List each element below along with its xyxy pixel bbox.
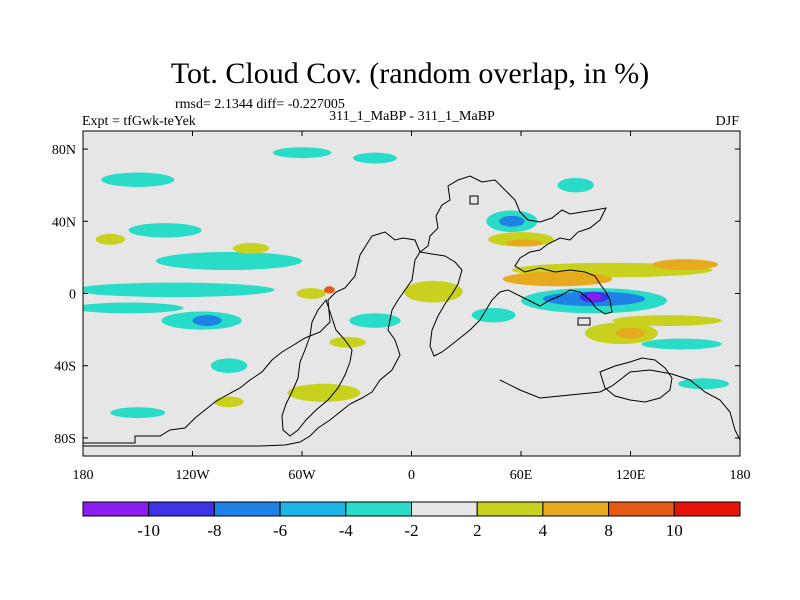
anomaly-region-32 [95,233,125,245]
colorbar-swatch-1 [148,501,215,517]
anomaly-region-15 [586,293,602,301]
anomaly-region-18 [471,307,516,323]
colorbar-label-4: -2 [404,521,418,540]
anomaly-region-26 [506,239,543,247]
colorbar-label-0: -10 [137,521,160,540]
y-tick-label-2: 0 [69,288,76,303]
y-tick-label-3: 40S [54,360,76,375]
coastline-south-america [281,298,353,437]
colorbar-swatch-4 [345,501,412,517]
x-tick-label-3: 0 [408,468,415,483]
anomaly-region-21 [677,378,730,390]
colorbar-label-2: -6 [273,521,287,540]
coastline-antarctica [499,369,740,441]
coastlines [83,175,740,447]
anomaly-region-7 [272,147,332,159]
coastline-australia [599,357,673,403]
anomaly-region-37 [296,288,326,299]
anomaly-region-9 [349,313,401,328]
anomaly-region-31 [612,315,722,327]
anomaly-region-38 [323,286,335,294]
colorbar-swatch-7 [542,501,610,517]
x-tick-label-5: 120E [616,468,646,483]
colorbar-swatch-6 [476,501,544,517]
colorbar-swatch-9 [673,501,741,517]
anomaly-region-34 [329,336,366,348]
anomaly-region-17 [499,215,525,227]
anomaly-region-8 [353,152,397,164]
colorbar-label-8: 10 [666,521,683,540]
y-tick-label-1: 40N [52,215,76,230]
anomaly-region-10 [210,358,248,373]
contour-field [83,147,730,419]
x-tick-label-2: 60W [288,468,316,483]
anomaly-region-33 [232,242,270,254]
anomaly-region-36 [214,396,244,408]
chart-title: Tot. Cloud Cov. (random overlap, in %) [171,57,649,90]
colorbar-label-1: -8 [207,521,221,540]
coastline-islands [469,195,591,326]
anomaly-region-20 [557,177,594,193]
anomaly-region-24 [652,259,719,271]
season-label: DJF [716,114,740,129]
colorbar-swatch-2 [213,501,281,517]
anomaly-region-19 [641,338,722,350]
colorbar-swatch-8 [608,501,675,517]
anomaly-region-6 [101,172,175,187]
anomaly-region-23 [502,271,613,287]
expt-label: Expt = tfGwk-teYek [82,114,196,129]
anomaly-region-4 [156,251,302,271]
case-label: 311_1_MaBP - 311_1_MaBP [329,109,495,124]
colorbar-label-3: -4 [339,521,354,540]
colorbar-swatch-0 [82,501,150,517]
anomaly-region-5 [128,223,202,238]
axes: 180 120W 60W 0 60E 120E 180 80N 40N 0 40S 80S [52,131,751,483]
colorbar-label-7: 8 [604,521,613,540]
colorbar-label-5: 2 [473,521,482,540]
colorbar-swatch-5 [411,501,478,517]
stats-label: rmsd= 2.1344 diff= -0.227005 [175,97,345,112]
y-tick-label-0: 80N [52,143,76,158]
x-tick-label-6: 180 [730,468,751,483]
x-tick-label-1: 120W [175,468,210,483]
anomaly-region-28 [404,280,463,303]
anomaly-region-0 [83,282,275,298]
x-tick-label-0: 180 [73,468,94,483]
anomaly-region-1 [83,302,184,314]
colorbar-label-6: 4 [539,521,548,540]
y-tick-label-4: 80S [54,432,76,447]
x-tick-label-4: 60E [510,468,533,483]
anomaly-region-11 [110,407,166,419]
anomaly-region-35 [287,383,361,402]
colorbar-swatch-3 [279,501,347,517]
coastline-americas [83,231,421,447]
anomaly-region-30 [615,327,646,339]
anomaly-region-3 [192,315,222,327]
coastline-afro-eurasia [418,175,613,357]
colorbar: -10 -8 -6 -4 -2 2 4 8 10 [82,501,741,540]
